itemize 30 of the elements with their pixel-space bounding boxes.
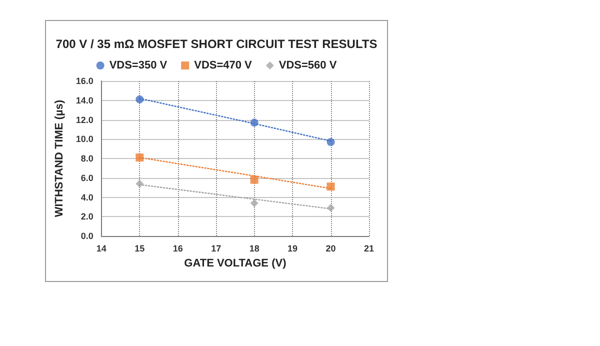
legend-label: VDS=470 V [194, 60, 253, 72]
x-tick-label: 19 [288, 244, 298, 254]
point [250, 176, 258, 184]
point [326, 182, 335, 191]
y-tick-label: 10.0 [76, 134, 94, 144]
x-axis-title: GATE VOLTAGE (V) [184, 258, 287, 270]
y-tick-label: 6.0 [80, 172, 94, 183]
point [136, 154, 144, 162]
x-tick-label: 14 [96, 244, 106, 254]
point [136, 180, 144, 188]
point [326, 138, 335, 146]
y-tick-label: 16.0 [76, 76, 94, 86]
x-tick-label: 15 [134, 244, 145, 254]
x-tick-label: 20 [326, 244, 336, 254]
x-tick-label: 17 [211, 244, 222, 254]
legend-label: VDS=350 V [109, 60, 168, 72]
x-tick-label: 21 [364, 244, 374, 254]
chart-title: 700 V / 35 mΩ MOSFET SHORT CIRCUIT TEST RESULTS [56, 37, 378, 51]
y-tick-label: 2.0 [80, 212, 94, 222]
y-tick-label: 8.0 [80, 154, 94, 164]
x-tick-label: 16 [172, 244, 183, 254]
y-tick-label: 4.0 [80, 192, 94, 202]
x-tick-label: 18 [249, 244, 260, 254]
point [136, 95, 144, 104]
y-tick-label: 14.0 [76, 95, 94, 106]
point [250, 199, 258, 208]
legend-label: VDS=560 V [278, 60, 338, 72]
y-tick-label: 12.0 [76, 114, 94, 125]
y-axis-title: WITHSTAND TIME (µs) [54, 99, 66, 218]
y-tick-label: 0.0 [80, 231, 94, 241]
